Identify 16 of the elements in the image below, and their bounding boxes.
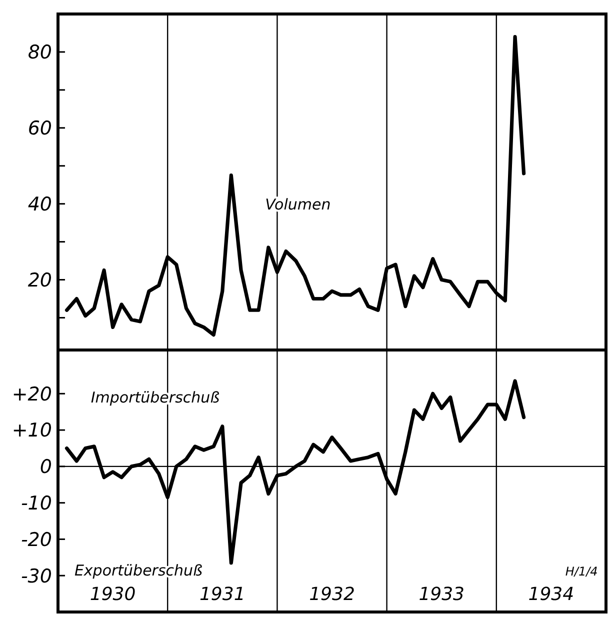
x-tick-label: 1931: [199, 584, 246, 605]
x-tick-label: 1930: [90, 584, 136, 605]
y-tick-label: 80: [28, 42, 52, 64]
y-tick-label: +20: [12, 383, 52, 406]
y-tick-label: -20: [20, 528, 52, 551]
x-tick-label: 1933: [418, 584, 465, 605]
y-tick-label: -30: [20, 565, 52, 588]
annotation: H/1/4: [565, 564, 598, 578]
x-tick-label: 1934: [528, 584, 574, 605]
x-tick-label: 1932: [309, 584, 355, 605]
y-tick-label: 0: [40, 456, 52, 478]
y-tick-label: 20: [28, 269, 52, 292]
y-tick-label: 60: [28, 118, 52, 140]
y-tick-label: -10: [20, 492, 52, 514]
y-tick-label: 40: [28, 193, 52, 216]
y-tick-label: +10: [12, 420, 52, 442]
